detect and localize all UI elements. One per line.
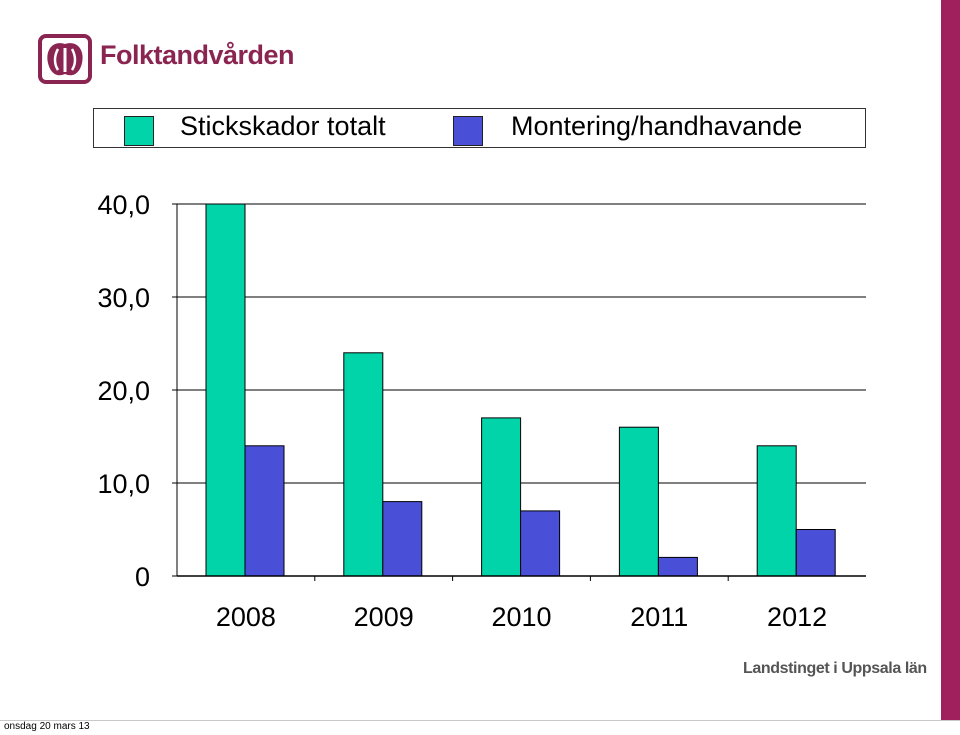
footer-date: onsdag 20 mars 13 [4, 721, 90, 732]
bar-montering [657, 556, 698, 577]
legend-swatch-series-1 [124, 116, 154, 146]
y-tick-label: 30,0 [97, 283, 150, 313]
folktandvarden-logo-icon [38, 34, 92, 84]
bar-stickskador [205, 203, 246, 577]
bar-montering [520, 510, 561, 577]
bar-stickskador [343, 352, 384, 577]
sidebar-strip [941, 0, 960, 720]
x-tick-label: 2008 [216, 602, 276, 632]
chart-legend: Stickskador totalt Montering/handhavande [93, 108, 866, 148]
bar-montering [382, 501, 423, 577]
bar-stickskador [481, 417, 522, 577]
legend-swatch-series-2 [453, 116, 483, 146]
y-tick-label: 20,0 [97, 376, 150, 406]
brand-name: Folktandvården [100, 40, 295, 70]
x-tick-label: 2012 [767, 602, 827, 632]
bar-chart: 0 10,0 20,0 30,0 40,0 2008 2009 2010 2011 2012 [97, 190, 866, 632]
x-tick-label: 2011 [630, 602, 688, 632]
y-tick-label: 0 [135, 562, 150, 592]
x-tick-label: 2010 [491, 602, 551, 632]
legend-label-series-1: Stickskador totalt [180, 111, 386, 141]
footer-bar [0, 720, 960, 735]
legend-label-series-2: Montering/handhavande [511, 111, 803, 141]
y-tick-label: 40,0 [97, 190, 150, 220]
x-tick-label: 2009 [354, 602, 414, 632]
slide: Folktandvården Stickskador totalt Monter… [38, 34, 928, 677]
organization-name: Landstinget i Uppsala län [743, 660, 927, 677]
bar-stickskador [756, 445, 797, 577]
y-tick-label: 10,0 [97, 469, 150, 499]
bar-montering [795, 529, 836, 577]
bar-montering [244, 445, 285, 577]
bar-stickskador [618, 426, 659, 577]
